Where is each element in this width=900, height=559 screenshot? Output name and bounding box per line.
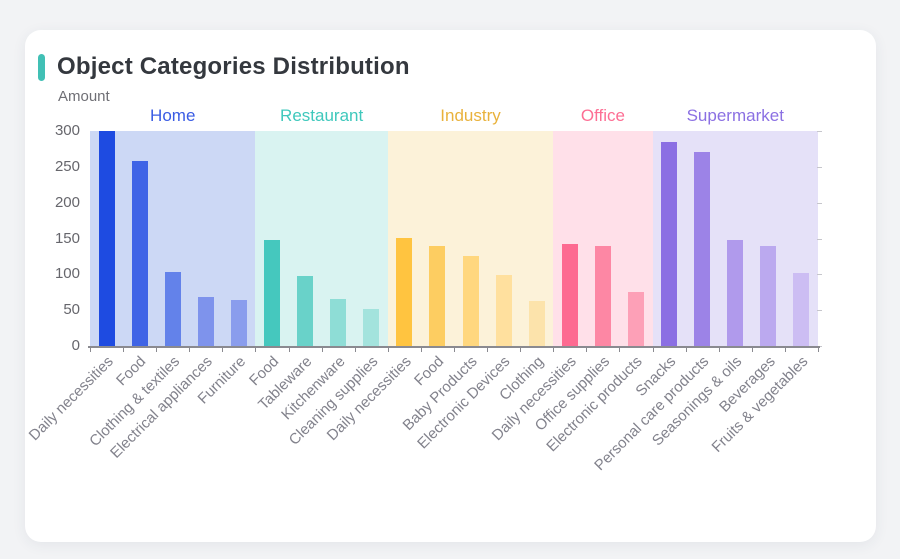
y-axis-tick (817, 131, 822, 132)
x-axis-tick (718, 347, 720, 352)
bar[interactable] (297, 276, 314, 346)
bar[interactable] (462, 255, 479, 346)
bar[interactable] (528, 300, 545, 346)
bar[interactable] (230, 300, 247, 346)
group-label-home: Home (150, 106, 196, 125)
x-axis-tick (553, 347, 555, 352)
x-axis-tick (487, 347, 489, 352)
x-axis-tick (123, 347, 125, 352)
bar[interactable] (264, 239, 280, 346)
title-accent-bar (38, 53, 45, 81)
y-tick-label: 200 (54, 193, 80, 211)
chart-card: Object Categories Distribution Amount Ho… (25, 30, 876, 542)
x-axis-line (88, 346, 820, 348)
y-axis-tick (817, 166, 822, 168)
bar[interactable] (594, 246, 611, 346)
bar[interactable] (363, 309, 380, 346)
y-axis-tick (817, 310, 822, 312)
x-axis-tick (685, 347, 687, 352)
x-axis-tick (818, 347, 819, 352)
x-axis-tick (222, 347, 224, 352)
x-axis-tick (751, 347, 753, 352)
bar[interactable] (98, 131, 115, 346)
bar[interactable] (694, 151, 711, 346)
y-tick-label: 100 (54, 265, 80, 283)
x-axis-tick (156, 347, 158, 352)
bar[interactable] (197, 296, 214, 346)
page-title: Object Categories Distribution (57, 53, 410, 80)
group-label-industry: Industry (440, 106, 501, 125)
y-axis-tick (817, 202, 822, 204)
bar[interactable] (131, 161, 148, 346)
y-tick-label: 250 (54, 157, 80, 175)
x-axis-tick (354, 347, 356, 352)
x-axis-tick (784, 347, 786, 352)
bar[interactable] (727, 239, 744, 346)
bar[interactable] (429, 246, 446, 346)
y-axis-tick (817, 274, 822, 276)
x-axis-tick (321, 347, 323, 352)
bar[interactable] (330, 299, 347, 346)
x-axis-tick (189, 347, 191, 352)
bar[interactable] (561, 243, 578, 346)
x-axis-tick (652, 347, 654, 352)
x-axis-tick (619, 347, 621, 352)
bar[interactable] (760, 245, 777, 346)
bar[interactable] (628, 292, 644, 346)
card-header: Object Categories Distribution (38, 53, 410, 81)
x-axis-tick (387, 347, 389, 352)
x-axis-tick (288, 347, 290, 352)
group-label-office: Office (580, 106, 625, 125)
x-axis-tick (255, 347, 257, 352)
bar[interactable] (164, 272, 181, 346)
chart: Home Daily necessities Food Clothing & text… (25, 30, 876, 542)
x-axis-tick (420, 347, 422, 352)
group-label-restaurant: Restaurant (280, 106, 364, 125)
x-axis-tick (454, 347, 455, 352)
x-axis-tick (586, 347, 588, 352)
group-label-supermarket: Supermarket (686, 106, 784, 125)
bar[interactable] (661, 141, 678, 346)
y-tick-label: 0 (71, 337, 80, 354)
y-tick-label: 300 (54, 122, 80, 139)
bar[interactable] (495, 275, 512, 346)
x-axis-tick (90, 347, 91, 352)
y-axis-title: Amount (58, 88, 110, 105)
y-tick-label: 150 (54, 229, 80, 247)
bar[interactable] (396, 237, 413, 346)
y-axis-tick (817, 238, 822, 240)
bar[interactable] (793, 272, 810, 346)
x-axis-tick (520, 347, 522, 352)
y-tick-label: 50 (63, 301, 80, 319)
